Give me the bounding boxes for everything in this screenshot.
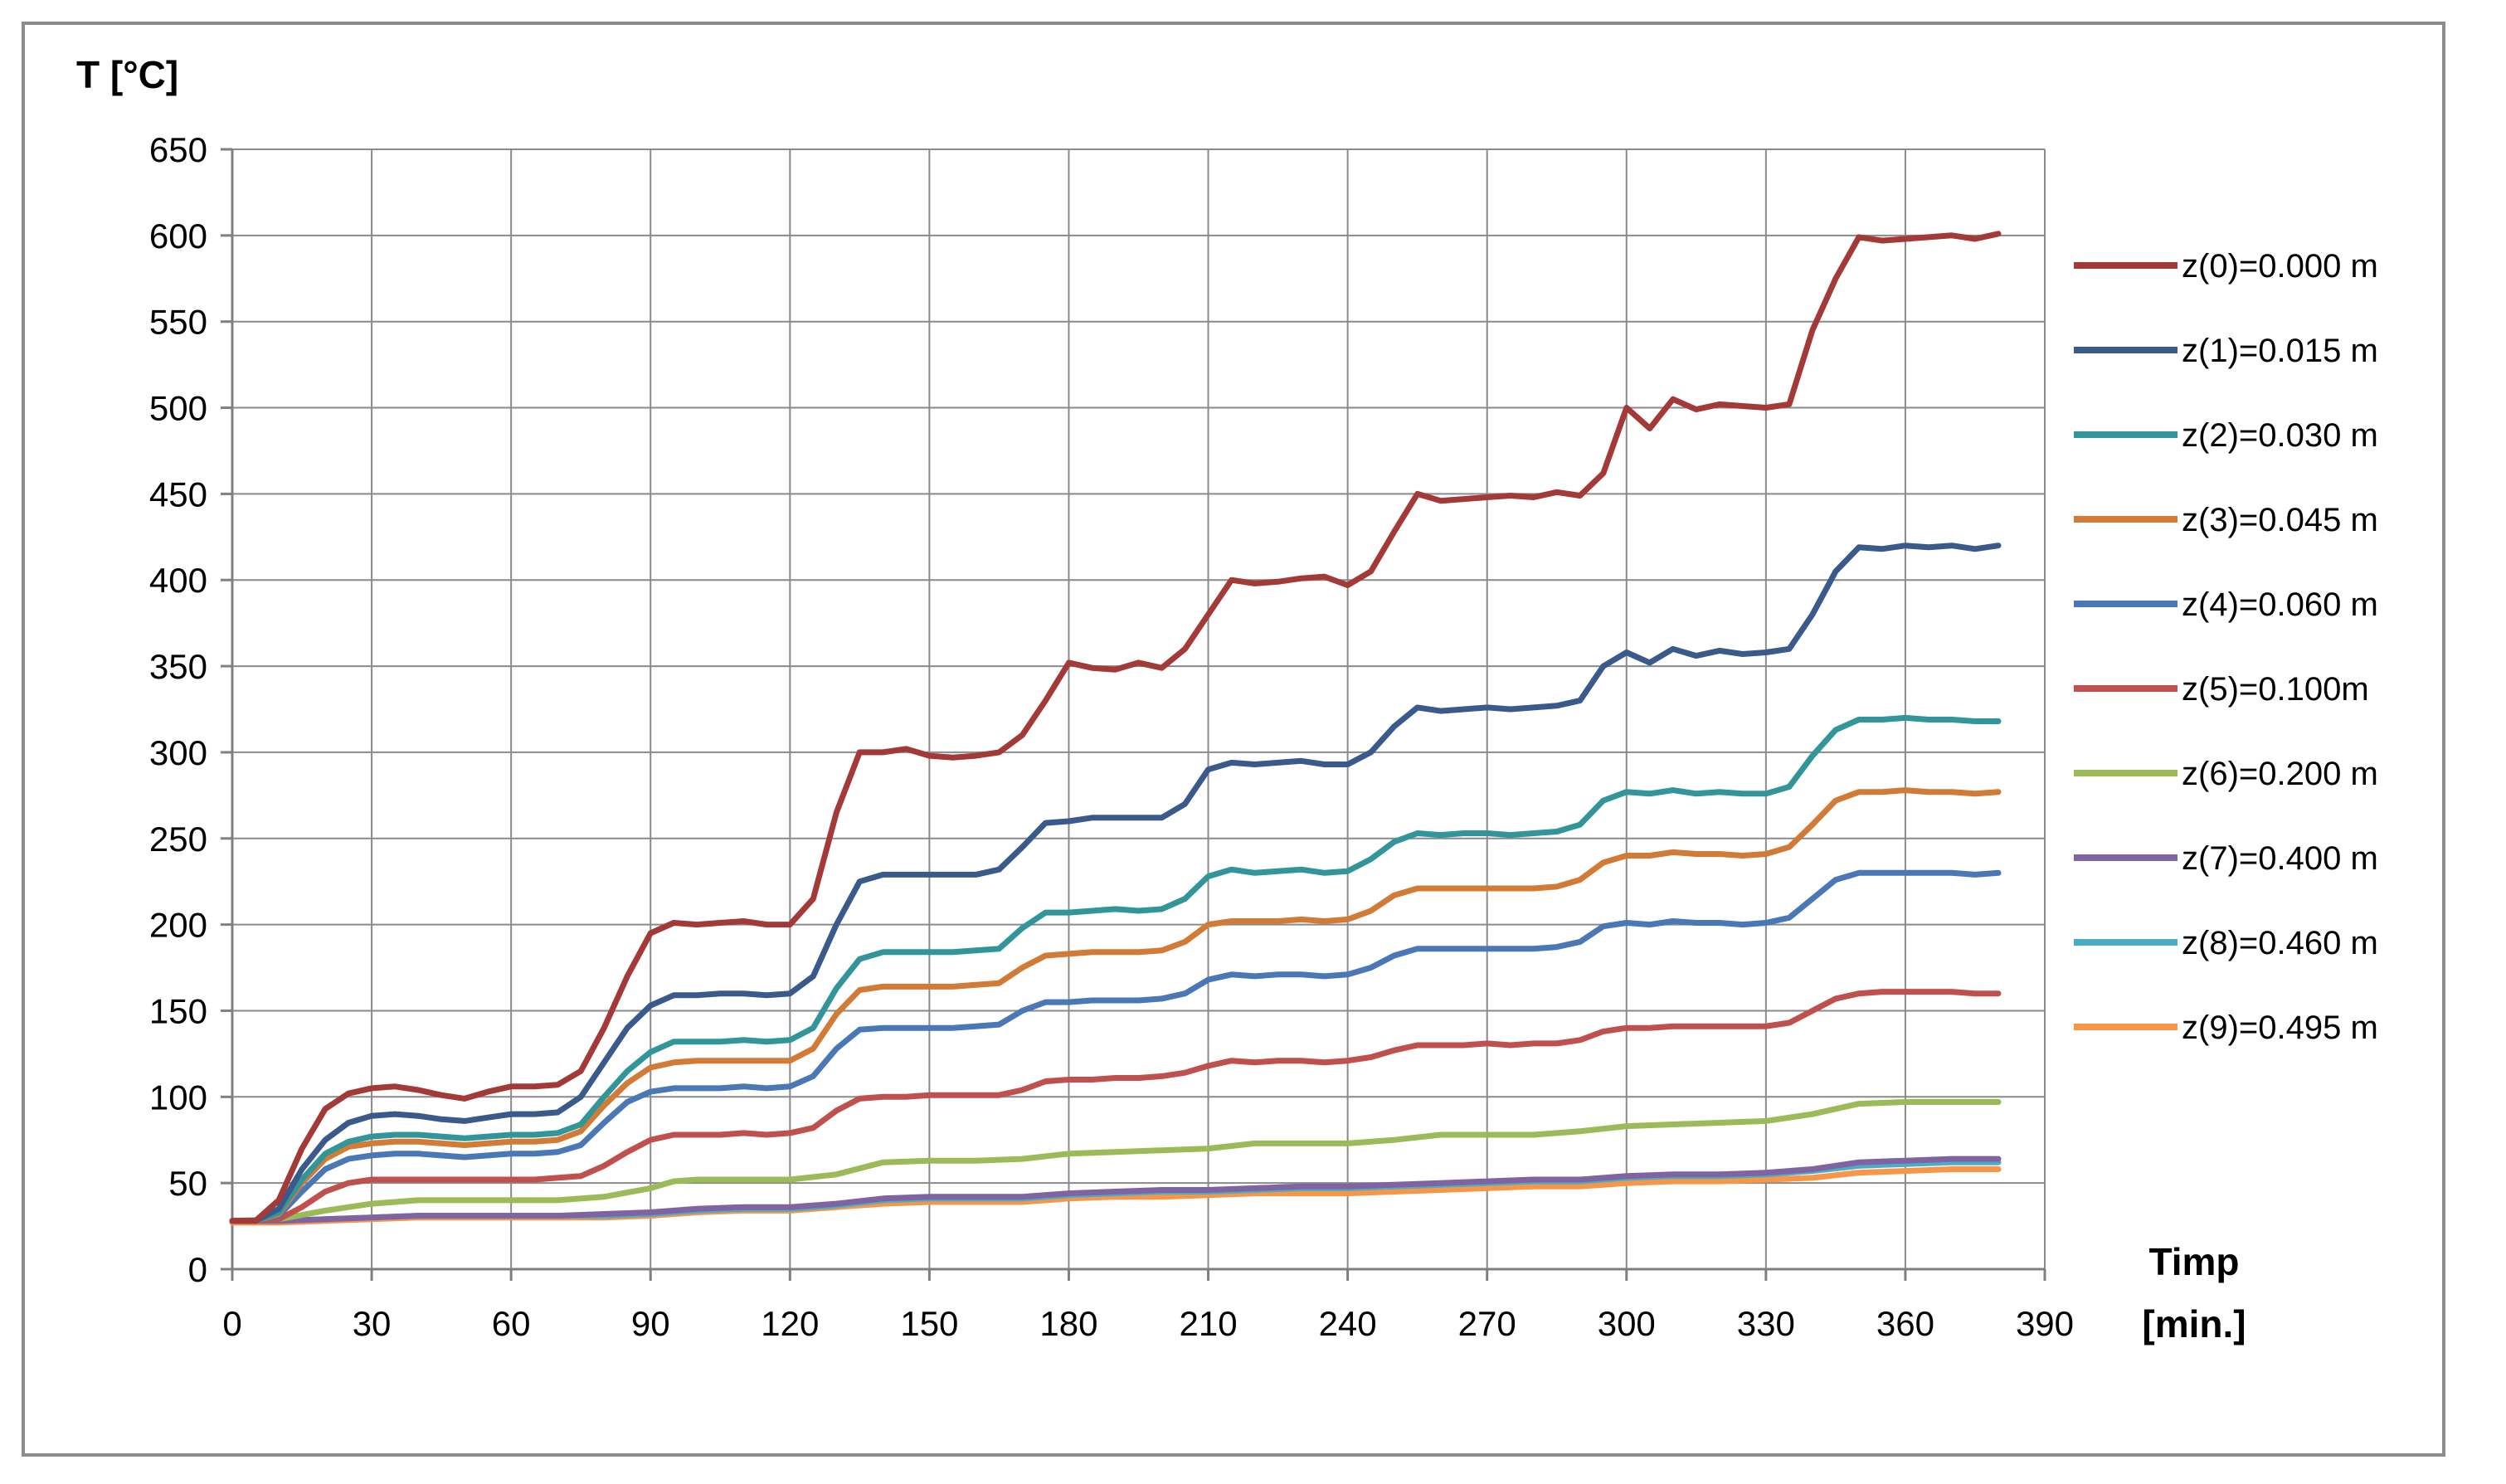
x-tick-label-120: 120 <box>761 1304 819 1343</box>
y-tick-label-200: 200 <box>149 906 207 945</box>
legend-label-z-4-0-060-m: z(4)=0.060 m <box>2182 586 2378 623</box>
x-tick-label-210: 210 <box>1179 1304 1237 1343</box>
legend-label-z-2-0-030-m: z(2)=0.030 m <box>2182 417 2378 454</box>
series-line-z-6-0-200-m <box>229 1099 2002 1224</box>
series-line-z-1-0-015-m <box>229 543 2002 1224</box>
series-line-z-2-0-030-m <box>229 714 2002 1224</box>
series-line-z-7-0-400-m <box>229 1156 2002 1224</box>
chart-frame <box>22 22 2445 1457</box>
x-tick-label-300: 300 <box>1598 1304 1656 1343</box>
x-tick-label-330: 330 <box>1737 1304 1795 1343</box>
legend-label-z-7-0-400-m: z(7)=0.400 m <box>2182 840 2378 877</box>
y-tick-label-650: 650 <box>149 130 207 169</box>
x-tick-label-90: 90 <box>631 1304 670 1343</box>
series-line-z-4-0-060-m <box>229 869 2002 1224</box>
series-lines <box>229 231 2002 1226</box>
y-tick-label-300: 300 <box>149 733 207 772</box>
y-tick-label-550: 550 <box>149 303 207 342</box>
y-tick-label-450: 450 <box>149 474 207 513</box>
y-tick-label-0: 0 <box>188 1250 207 1289</box>
x-tick-label-240: 240 <box>1319 1304 1377 1343</box>
y-tick-label-150: 150 <box>149 991 207 1030</box>
legend: z(0)=0.000 m z(1)=0.015 m z(2)=0.030 m z(3)… <box>2074 248 2378 1046</box>
x-tick-label-60: 60 <box>492 1304 531 1343</box>
y-axis-title: T [°C] <box>76 53 178 96</box>
y-tick-label-350: 350 <box>149 647 207 686</box>
legend-label-z-8-0-460-m: z(8)=0.460 m <box>2182 925 2378 961</box>
x-axis-title-line1: Timp <box>2148 1240 2239 1283</box>
axes: 0 50 100 150 200 250 300 350 400 450 500 550 600 650 0… <box>149 130 2074 1343</box>
x-tick-label-270: 270 <box>1458 1304 1516 1343</box>
x-tick-label-150: 150 <box>900 1304 958 1343</box>
legend-label-z-5-0-100m: z(5)=0.100m <box>2182 671 2369 708</box>
legend-label-z-3-0-045-m: z(3)=0.045 m <box>2182 502 2378 538</box>
x-tick-label-180: 180 <box>1039 1304 1097 1343</box>
y-tick-label-250: 250 <box>149 820 207 859</box>
x-tick-label-0: 0 <box>222 1304 241 1343</box>
y-tick-label-50: 50 <box>168 1164 207 1203</box>
legend-label-z-1-0-015-m: z(1)=0.015 m <box>2182 333 2378 369</box>
series-line-z-3-0-045-m <box>229 787 2002 1224</box>
series-line-z-5-0-100m <box>229 989 2002 1224</box>
y-tick-label-600: 600 <box>149 217 207 255</box>
x-tick-label-30: 30 <box>353 1304 392 1343</box>
x-axis-title-line2: [min.] <box>2142 1302 2246 1345</box>
y-tick-label-400: 400 <box>149 561 207 600</box>
x-tick-label-360: 360 <box>1876 1304 1934 1343</box>
legend-label-z-6-0-200-m: z(6)=0.200 m <box>2182 756 2378 792</box>
grid <box>231 148 2046 1270</box>
legend-label-z-0-0-000-m: z(0)=0.000 m <box>2182 248 2378 285</box>
x-tick-label-390: 390 <box>2016 1304 2074 1343</box>
series-line-z-0-0-000-m <box>229 231 2002 1224</box>
legend-label-z-9-0-495-m: z(9)=0.495 m <box>2182 1010 2378 1046</box>
y-tick-label-100: 100 <box>149 1078 207 1117</box>
y-tick-label-500: 500 <box>149 389 207 428</box>
